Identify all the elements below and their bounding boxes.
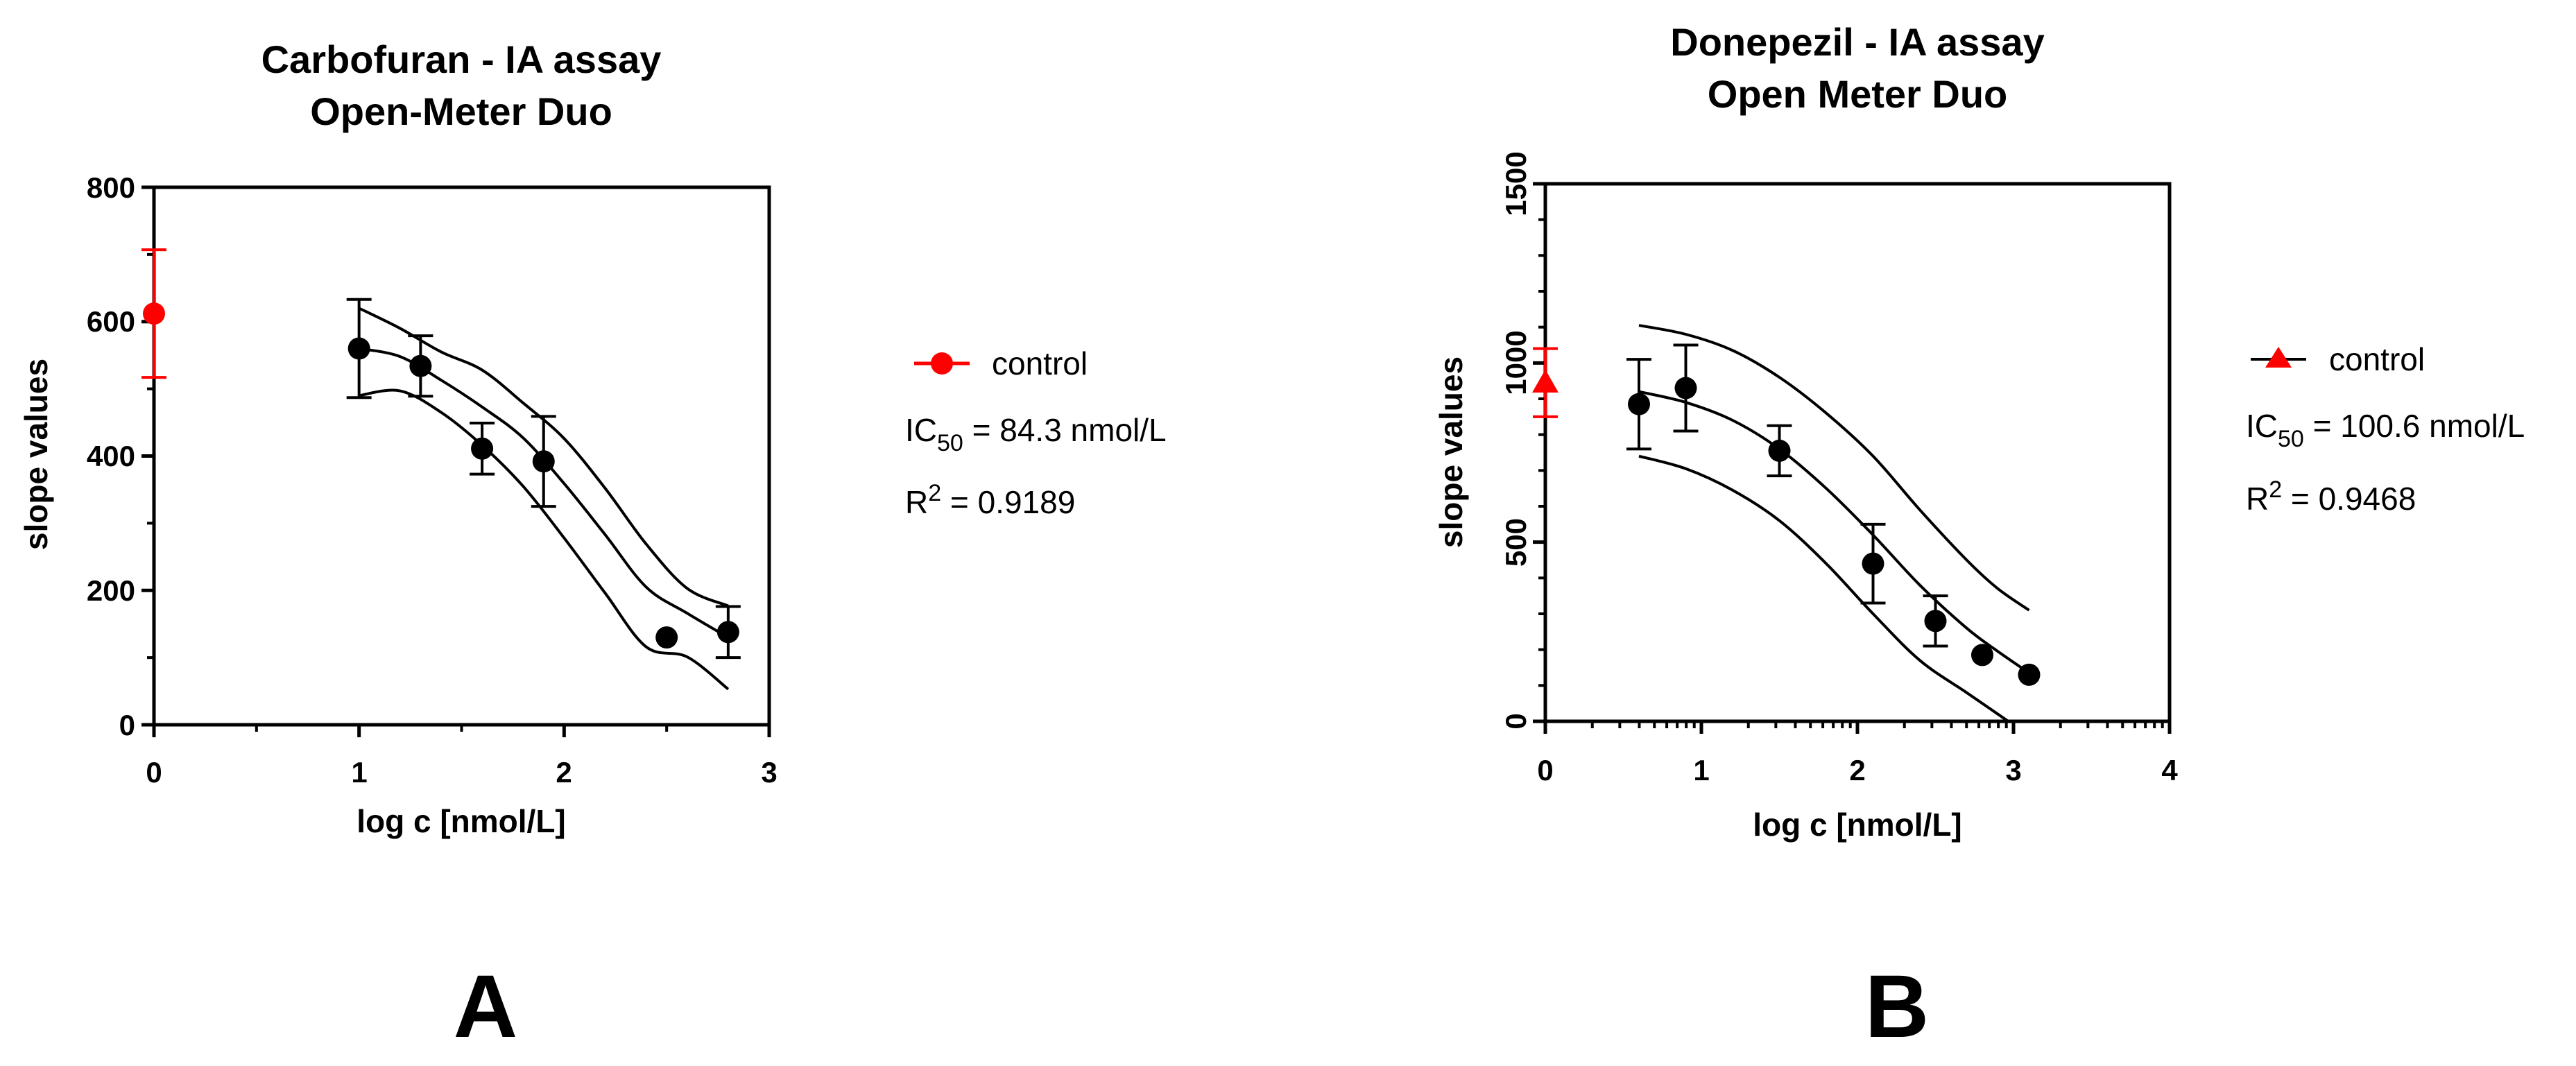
r2-value: = 0.9189 bbox=[941, 484, 1075, 520]
plot-frame-a bbox=[152, 185, 771, 727]
chart-title-b: Donepezil - IA assay bbox=[1670, 20, 2044, 64]
ic50-subscript: 50 bbox=[937, 430, 963, 456]
legend-marker-control-b bbox=[2265, 347, 2292, 368]
curve-lower bbox=[1638, 454, 2011, 721]
ic50-annotation-a: IC50 = 84.3 nmol/L bbox=[905, 412, 1167, 456]
data-points-b bbox=[1532, 343, 2041, 686]
r2-annotation-a: R2 = 0.9189 bbox=[905, 480, 1075, 520]
data-point bbox=[1628, 393, 1650, 415]
data-point bbox=[1862, 552, 1884, 575]
r2-superscript: 2 bbox=[2269, 476, 2282, 503]
plot-area-a bbox=[141, 185, 771, 737]
data-point bbox=[347, 337, 370, 360]
data-point-control bbox=[1532, 369, 1559, 393]
data-point bbox=[1768, 439, 1791, 462]
legend-marker-control-a bbox=[931, 352, 953, 375]
curve-fit bbox=[1638, 390, 2030, 674]
curve-upper bbox=[1638, 324, 2030, 612]
curve-lower bbox=[359, 388, 730, 691]
y-axis-label-b: slope values bbox=[1433, 356, 1469, 548]
r2-label: R bbox=[905, 484, 928, 520]
x-tick-label: 3 bbox=[761, 756, 777, 789]
x-tick-label: 0 bbox=[1537, 754, 1553, 786]
panel-a: Carbofuran - IA assay Open-Meter Duo 0 1… bbox=[18, 37, 1167, 1056]
y-tick-label: 1000 bbox=[1500, 330, 1532, 395]
panel-label-a: A bbox=[454, 957, 517, 1056]
curve-upper bbox=[358, 307, 729, 608]
legend-a: control bbox=[914, 345, 1088, 381]
x-tick-label: 1 bbox=[1693, 754, 1709, 786]
chart-subtitle-b: Open Meter Duo bbox=[1708, 72, 2007, 116]
ic50-annotation-b: IC50 = 100.6 nmol/L bbox=[2246, 408, 2525, 452]
axis-ticks-a bbox=[141, 185, 771, 737]
data-point bbox=[471, 437, 494, 460]
plot-area-b bbox=[1532, 182, 2172, 734]
fit-curves-b bbox=[1638, 324, 2030, 721]
ic50-label: IC bbox=[905, 412, 937, 448]
y-axis-label-a: slope values bbox=[18, 359, 54, 550]
ic50-value: = 100.6 nmol/L bbox=[2304, 408, 2525, 444]
r2-annotation-b: R2 = 0.9468 bbox=[2246, 476, 2416, 517]
data-point-control bbox=[143, 302, 165, 325]
x-tick-label: 2 bbox=[556, 756, 572, 789]
y-tick-label: 1500 bbox=[1500, 151, 1532, 216]
panel-b: Donepezil - IA assay Open Meter Duo 0 1 … bbox=[1433, 20, 2525, 1056]
y-tick-label: 600 bbox=[87, 305, 135, 338]
data-point bbox=[1674, 377, 1697, 399]
legend-label-control-a: control bbox=[992, 345, 1088, 381]
data-point bbox=[2018, 663, 2041, 686]
x-tick-label: 4 bbox=[2161, 754, 2178, 786]
chart-title-a: Carbofuran - IA assay bbox=[261, 37, 662, 81]
x-axis-label-b: log c [nmol/L] bbox=[1753, 807, 1962, 843]
legend-label-control-b: control bbox=[2329, 341, 2425, 377]
y-tick-label: 0 bbox=[1500, 713, 1532, 729]
r2-superscript: 2 bbox=[928, 480, 941, 506]
y-tick-label: 500 bbox=[1500, 518, 1532, 567]
ic50-value: = 84.3 nmol/L bbox=[963, 412, 1167, 448]
r2-value: = 0.9468 bbox=[2282, 481, 2416, 517]
axis-ticks-b bbox=[1533, 182, 2172, 734]
data-point bbox=[1971, 644, 1993, 667]
ic50-subscript: 50 bbox=[2278, 426, 2304, 452]
x-axis-label-a: log c [nmol/L] bbox=[357, 803, 566, 839]
legend-b: control bbox=[2251, 341, 2425, 377]
y-tick-label: 200 bbox=[87, 574, 135, 607]
data-point bbox=[1924, 610, 1947, 633]
panel-label-b: B bbox=[1865, 957, 1929, 1056]
chart-subtitle-a: Open-Meter Duo bbox=[310, 89, 612, 133]
y-tick-label: 0 bbox=[119, 709, 135, 741]
x-tick-label: 0 bbox=[146, 756, 162, 789]
data-point bbox=[655, 626, 678, 649]
x-tick-label: 1 bbox=[351, 756, 367, 789]
y-tick-label: 800 bbox=[87, 171, 135, 204]
ic50-label: IC bbox=[2246, 408, 2278, 444]
x-tick-label: 2 bbox=[1849, 754, 1865, 786]
r2-label: R bbox=[2246, 481, 2269, 517]
data-point bbox=[409, 354, 432, 377]
x-tick-label: 3 bbox=[2005, 754, 2021, 786]
y-tick-label: 400 bbox=[87, 440, 135, 472]
plot-frame-b bbox=[1543, 182, 2172, 723]
data-point bbox=[532, 450, 555, 473]
data-point bbox=[716, 621, 739, 644]
data-points-a bbox=[141, 248, 741, 660]
